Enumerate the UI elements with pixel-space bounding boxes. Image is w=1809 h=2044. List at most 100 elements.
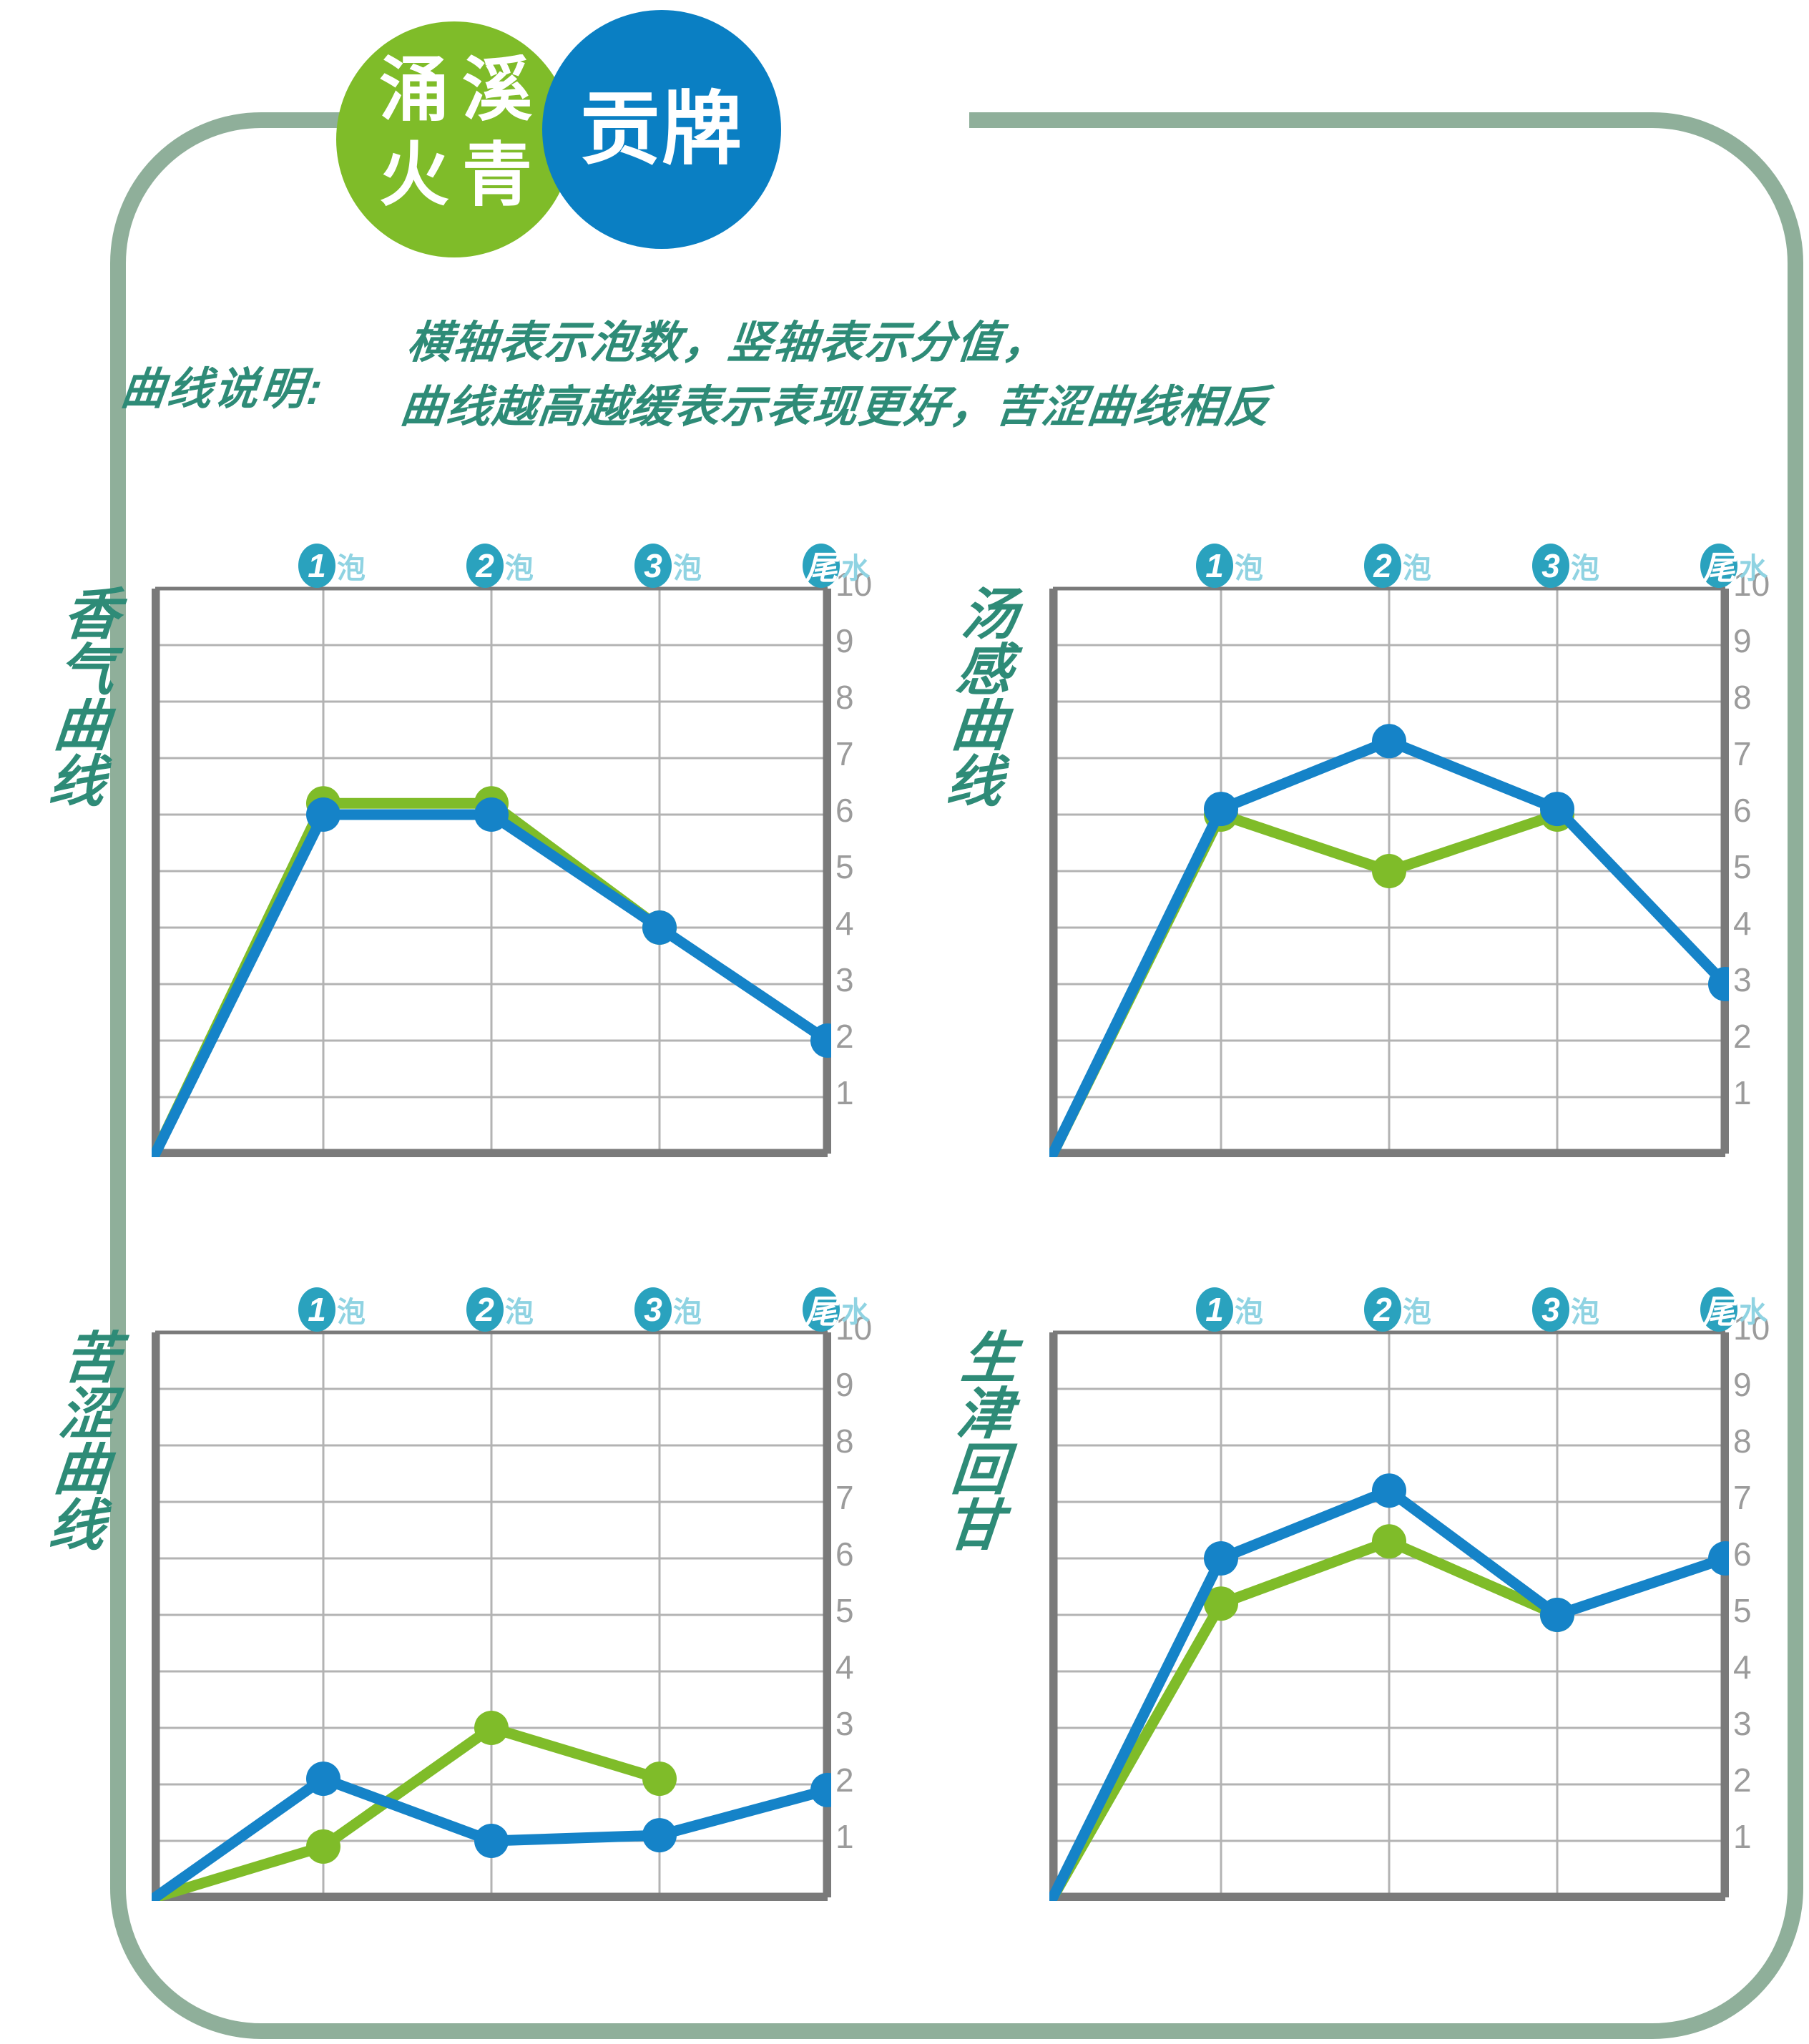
chart-title-char: 线 — [46, 750, 108, 813]
y-tick-label: 8 — [835, 679, 854, 716]
y-tick-label: 4 — [835, 1649, 854, 1686]
y-tick-label: 10 — [1733, 566, 1770, 603]
plot-area-mouthfeel — [1049, 585, 1729, 1157]
chart-title-char: 香 — [61, 583, 123, 646]
chart-title-char: 回 — [948, 1438, 1011, 1501]
chart-title-char: 曲 — [51, 1438, 113, 1501]
chart-svg — [1049, 586, 1729, 1157]
x-tick-label: 尾水 — [803, 544, 870, 588]
data-point-blue — [306, 797, 340, 832]
series-line-green — [152, 1722, 665, 1901]
x-tick-badge: 2 — [466, 544, 504, 588]
data-point-green — [306, 1829, 340, 1864]
x-tick-suffix: 泡 — [337, 1297, 366, 1328]
y-tick-label: 5 — [1733, 1592, 1752, 1629]
series-line-green — [1049, 1536, 1563, 1901]
chart-title-char: 曲 — [51, 694, 113, 757]
x-tick-suffix: 水 — [1739, 1297, 1768, 1328]
x-tick-badge: 3 — [634, 1287, 672, 1332]
data-point-blue — [642, 1818, 677, 1853]
chart-title-char: 线 — [46, 1494, 108, 1557]
data-point-green — [1372, 1524, 1406, 1559]
x-tick-suffix: 泡 — [505, 1297, 534, 1328]
y-tick-label: 6 — [1733, 792, 1752, 829]
y-tick-label: 7 — [835, 1479, 854, 1516]
series-line-green — [152, 797, 665, 1157]
chart-title-aftertaste: 生津回甘 — [922, 1327, 1041, 1557]
chart-svg — [152, 586, 831, 1157]
x-tick-suffix: 泡 — [1571, 1297, 1599, 1328]
chart-title-char: 汤 — [959, 583, 1021, 646]
data-point-blue — [474, 797, 509, 832]
description-line-1: 横轴表示泡数，竖轴表示分值， — [405, 318, 1051, 368]
data-point-blue — [1372, 1473, 1406, 1508]
x-tick-badge: 1 — [1196, 544, 1233, 588]
plot-area-bitterness — [152, 1329, 831, 1901]
data-point-blue — [642, 910, 677, 945]
x-tick-suffix: 泡 — [337, 553, 366, 584]
x-tick-badge: 2 — [1364, 1287, 1401, 1332]
y-tick-label: 3 — [1733, 961, 1752, 998]
y-tick-label: 1 — [1733, 1818, 1752, 1855]
x-tick-badge: 1 — [298, 1287, 335, 1332]
y-tick-label: 3 — [835, 1705, 854, 1742]
logo-char: 火 — [378, 139, 449, 214]
y-tick-label: 10 — [835, 566, 873, 603]
y-tick-label: 5 — [1733, 848, 1752, 885]
x-tick-badge: 3 — [1532, 1287, 1569, 1332]
logo-char: 涌 — [378, 54, 449, 129]
chart-title-char: 曲 — [948, 694, 1011, 757]
x-tick-badge: 3 — [634, 544, 672, 588]
y-tick-label: 5 — [835, 848, 854, 885]
chart-title-char: 涩 — [56, 1382, 118, 1445]
y-tick-label: 2 — [1733, 1762, 1752, 1799]
y-tick-label: 8 — [1733, 1423, 1752, 1460]
logo-yongxi-huoqing: 涌溪火青 — [336, 21, 572, 257]
description-label: 曲线说明: — [118, 365, 327, 414]
x-tick-suffix: 水 — [1739, 553, 1768, 584]
chart-title-bitterness: 苦涩曲线 — [24, 1327, 144, 1557]
data-point-green — [1204, 1586, 1238, 1621]
y-tick-label: 7 — [1733, 1479, 1752, 1516]
chart-title-char: 气 — [56, 639, 118, 702]
curve-legend-description: 曲线说明: 横轴表示泡数，竖轴表示分值， 曲线越高越缓表示表现更好，苦涩曲线相反 — [119, 311, 1481, 461]
y-tick-label: 5 — [835, 1592, 854, 1629]
y-tick-label: 10 — [835, 1310, 873, 1347]
logo-char: 青 — [461, 139, 532, 214]
description-body: 横轴表示泡数，竖轴表示分值， 曲线越高越缓表示表现更好，苦涩曲线相反 — [398, 311, 1281, 440]
y-tick-label: 8 — [1733, 679, 1752, 716]
plot-area-aftertaste — [1049, 1329, 1729, 1901]
brand-logos: 涌溪火青 贡牌 — [336, 6, 880, 270]
y-tick-label: 8 — [835, 1423, 854, 1460]
x-tick-suffix: 泡 — [1235, 553, 1263, 584]
x-tick-suffix: 泡 — [1403, 553, 1431, 584]
x-tick-badge: 尾 — [803, 1287, 840, 1332]
y-tick-label: 1 — [835, 1818, 854, 1855]
y-tick-label: 9 — [1733, 1366, 1752, 1403]
y-tick-label: 2 — [1733, 1018, 1752, 1055]
y-tick-label: 6 — [835, 792, 854, 829]
data-point-green — [474, 1711, 509, 1745]
data-point-blue — [306, 1762, 340, 1797]
x-tick-suffix: 泡 — [673, 553, 702, 584]
y-tick-label: 9 — [835, 622, 854, 659]
y-tick-label: 2 — [835, 1762, 854, 1799]
chart-title-mouthfeel: 汤感曲线 — [922, 583, 1041, 813]
x-tick-suffix: 泡 — [1235, 1297, 1263, 1328]
y-tick-label: 6 — [1733, 1536, 1752, 1573]
data-point-blue — [1372, 724, 1406, 759]
chart-title-char: 甘 — [943, 1494, 1006, 1557]
chart-svg — [1049, 1330, 1729, 1901]
logo-gongpai: 贡牌 — [542, 10, 781, 249]
